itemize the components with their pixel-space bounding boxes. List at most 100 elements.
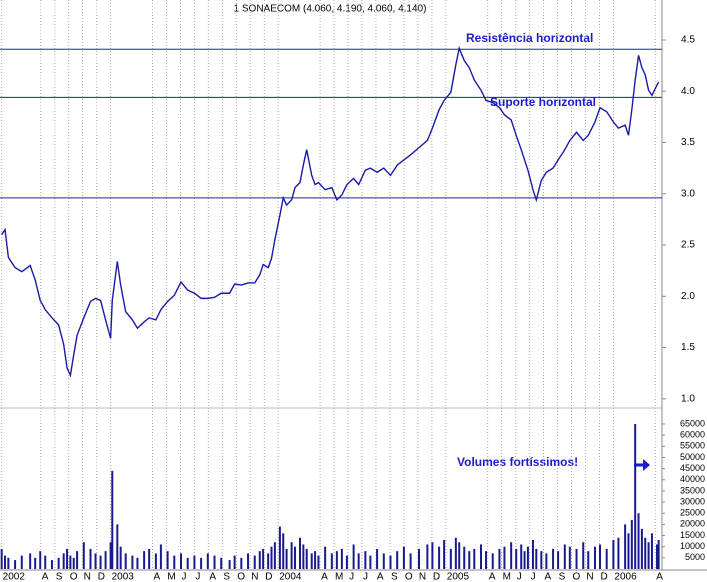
volume-bar [644, 537, 647, 569]
x-tick-label: O [237, 572, 245, 582]
volume-bar [66, 548, 69, 569]
volume-bar [552, 548, 555, 569]
x-tick-label: 2002 [3, 572, 26, 582]
volume-bar [119, 546, 122, 569]
volume-bar [520, 544, 523, 569]
x-tick-label: A [489, 572, 496, 582]
x-tick-label: 2006 [614, 572, 637, 582]
volume-bar [193, 555, 196, 569]
volume-bar [593, 546, 596, 569]
volume-bar [258, 551, 261, 569]
volume-bar [605, 548, 608, 569]
x-tick-label: N [586, 572, 593, 582]
volume-bar [290, 542, 293, 569]
y-tick-label: 4.0 [681, 86, 695, 97]
volume-bar [637, 513, 640, 569]
volume-bar [159, 544, 162, 569]
x-tick-label: N [251, 572, 258, 582]
volume-bar [449, 548, 452, 569]
y-tick-label: 1.5 [681, 342, 695, 353]
x-tick-label: O [572, 572, 580, 582]
volume-bar [136, 557, 139, 569]
y-tick-label: 3.5 [681, 137, 695, 148]
annotation: Suporte horizontal [490, 95, 596, 109]
y-tick-label: 3.0 [681, 188, 695, 199]
x-tick-label: N [419, 572, 426, 582]
y-tick-label: 2.0 [681, 291, 695, 302]
volume-bar [335, 551, 338, 569]
volume-bar [627, 533, 630, 569]
x-tick-label: M [503, 572, 511, 582]
volume-bar [657, 539, 660, 569]
volume-bar [116, 524, 119, 569]
volume-bar [302, 544, 305, 569]
volume-bar [503, 546, 506, 569]
volume-bar [69, 555, 72, 569]
volume-bar [598, 544, 601, 569]
volume-bar [39, 551, 42, 569]
volume-bar [131, 555, 134, 569]
volume-bar [617, 537, 620, 569]
volume-bar [545, 553, 548, 569]
x-tick-label: A [209, 572, 216, 582]
volume-bar [396, 551, 399, 569]
y-tick-label: 4.5 [681, 35, 695, 46]
volume-bar [273, 542, 276, 569]
volume-bar [650, 533, 653, 569]
volume-bar [426, 544, 429, 569]
volume-bar [345, 555, 348, 569]
volume-bar [57, 557, 60, 569]
volume-bar [479, 544, 482, 569]
volume-bar [109, 542, 112, 569]
volume-bar [154, 553, 157, 569]
annotation: Resistência horizontal [466, 31, 593, 45]
volume-bar [389, 555, 392, 569]
volume-bar [352, 544, 355, 569]
y2-tick-label: 20000 [680, 519, 705, 529]
y2-tick-label: 65000 [680, 418, 705, 428]
volume-bar [285, 548, 288, 569]
volume-bar [278, 526, 281, 569]
volume-bar [50, 560, 53, 569]
volume-bar [526, 546, 529, 569]
x-tick-label: 2005 [447, 572, 470, 582]
volume-bar [563, 544, 566, 569]
x-tick-label: D [433, 572, 440, 582]
volume-bar [262, 548, 265, 569]
volume-bar [213, 555, 216, 569]
volume-bar [491, 553, 494, 569]
volume-bar [200, 557, 203, 569]
volume-bar [535, 548, 538, 569]
volume-bar [186, 557, 189, 569]
volume-bar [305, 548, 308, 569]
volume-bar [72, 557, 75, 569]
y2-tick-label: 15000 [680, 530, 705, 540]
chart-title: 1 SONAECOM (4.060, 4.190, 4.060, 4.140) [234, 4, 427, 15]
volume-bar [582, 542, 585, 569]
y2-tick-label: 55000 [680, 441, 705, 451]
x-tick-label: D [265, 572, 272, 582]
x-tick-label: S [391, 572, 398, 582]
volume-bar [330, 553, 333, 569]
volume-bar [282, 533, 285, 569]
volume-bar [44, 555, 47, 569]
volume-bar [247, 553, 250, 569]
x-tick-label: 2003 [112, 572, 135, 582]
volume-bar [7, 557, 10, 569]
volume-bar [612, 539, 615, 569]
volume-bar [220, 557, 223, 569]
volume-bar [228, 560, 231, 569]
volume-bar [82, 542, 85, 569]
volume-bar [89, 548, 92, 569]
volume-bar [4, 555, 7, 569]
x-tick-label: D [98, 572, 105, 582]
volume-bar [324, 546, 327, 569]
volume-bar [568, 546, 571, 569]
volume-bar [62, 553, 65, 569]
x-tick-label: A [154, 572, 161, 582]
volume-bar [293, 546, 296, 569]
volume-bar [340, 548, 343, 569]
volume-bar [587, 551, 590, 569]
